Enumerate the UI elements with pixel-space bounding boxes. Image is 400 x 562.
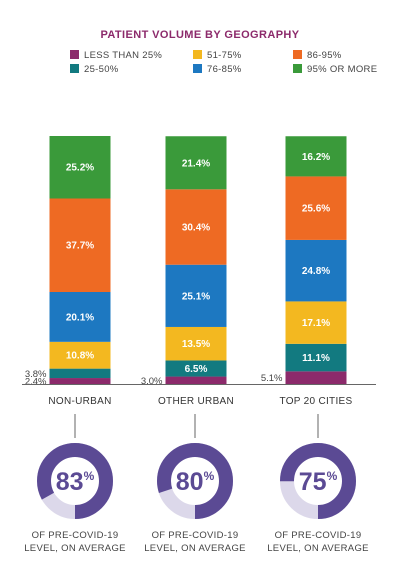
legend-swatch — [70, 64, 79, 73]
bar-value-label: 2.4% — [25, 377, 47, 388]
legend-swatch — [193, 64, 202, 73]
bar-segment — [165, 189, 227, 265]
bar-value-label: 20.1% — [66, 312, 94, 323]
donut-caption-line1: OF PRE-COVID-19 — [275, 530, 362, 541]
category-label: TOP 20 CITIES — [279, 396, 352, 407]
bar-segment — [165, 136, 227, 190]
bar-value-label: 16.2% — [302, 152, 330, 163]
bar-segment — [49, 341, 111, 369]
legend-swatch — [70, 50, 79, 59]
category-label: NON-URBAN — [48, 396, 111, 407]
category-label: OTHER URBAN — [158, 396, 234, 407]
bar-value-label: 11.1% — [302, 353, 330, 364]
donut-chart: 83% — [37, 443, 113, 519]
legend-label: LESS THAN 25% — [84, 50, 162, 61]
bar-segment — [165, 360, 227, 377]
donut-value: 80% — [176, 468, 215, 496]
legend-label: 25-50% — [84, 64, 119, 75]
legend-item: LESS THAN 25% — [70, 50, 162, 61]
bar-segment — [165, 326, 227, 361]
bar-segment — [285, 371, 347, 384]
bar-value-label: 24.8% — [302, 266, 330, 277]
donut-caption-line1: OF PRE-COVID-19 — [152, 530, 239, 541]
legend-swatch — [193, 50, 202, 59]
bar-value-label: 25.2% — [66, 163, 94, 174]
donut-caption-line2: LEVEL, ON AVERAGE — [267, 543, 369, 554]
bar-segment — [49, 198, 111, 292]
bar-value-label: 25.1% — [182, 291, 210, 302]
bar-segment — [49, 291, 111, 342]
donut-caption-line2: LEVEL, ON AVERAGE — [24, 543, 126, 554]
bar-segment — [49, 136, 111, 199]
donut-progress — [280, 443, 356, 519]
bar-value-label: 6.5% — [185, 364, 208, 375]
bar-segment — [285, 301, 347, 344]
bar-segment — [49, 368, 111, 379]
bar-segment — [165, 264, 227, 327]
bar-segment — [285, 176, 347, 240]
legend-item: 25-50% — [70, 64, 119, 75]
bar-value-label: 30.4% — [182, 223, 210, 234]
legend-item: 51-75% — [193, 50, 242, 61]
legend-label: 51-75% — [207, 50, 242, 61]
legend-label: 95% OR MORE — [307, 64, 377, 75]
legend-swatch — [293, 64, 302, 73]
donut-caption-line2: LEVEL, ON AVERAGE — [144, 543, 246, 554]
bar-value-label: 13.5% — [182, 339, 210, 350]
bar-value-label: 37.7% — [66, 241, 94, 252]
legend-item: 86-95% — [293, 50, 342, 61]
bar-segment — [285, 136, 347, 177]
bar-value-label: 21.4% — [182, 158, 210, 169]
legend-swatch — [293, 50, 302, 59]
bar-value-label: 10.8% — [66, 351, 94, 362]
donut-value: 83% — [56, 468, 95, 496]
donut-chart: 80% — [157, 443, 233, 519]
donut-progress — [157, 443, 233, 519]
bar-value-label: 3.8% — [25, 369, 47, 380]
donut-chart: 75% — [280, 443, 356, 519]
legend-item: 95% OR MORE — [293, 64, 377, 75]
legend-item: 76-85% — [193, 64, 242, 75]
donut-progress — [37, 443, 113, 519]
bar-segment — [285, 343, 347, 372]
legend-label: 76-85% — [207, 64, 242, 75]
bar-segment — [285, 239, 347, 302]
bar-value-label: 17.1% — [302, 318, 330, 329]
bar-value-label: 3.0% — [141, 376, 163, 387]
bar-value-label: 25.6% — [302, 204, 330, 215]
legend-label: 86-95% — [307, 50, 342, 61]
chart-title: PATIENT VOLUME BY GEOGRAPHY — [100, 29, 299, 41]
bar-segment — [165, 376, 227, 384]
donut-value: 75% — [299, 468, 338, 496]
bar-value-label: 5.1% — [261, 373, 283, 384]
donut-caption-line1: OF PRE-COVID-19 — [32, 530, 119, 541]
bar-segment — [49, 378, 111, 384]
